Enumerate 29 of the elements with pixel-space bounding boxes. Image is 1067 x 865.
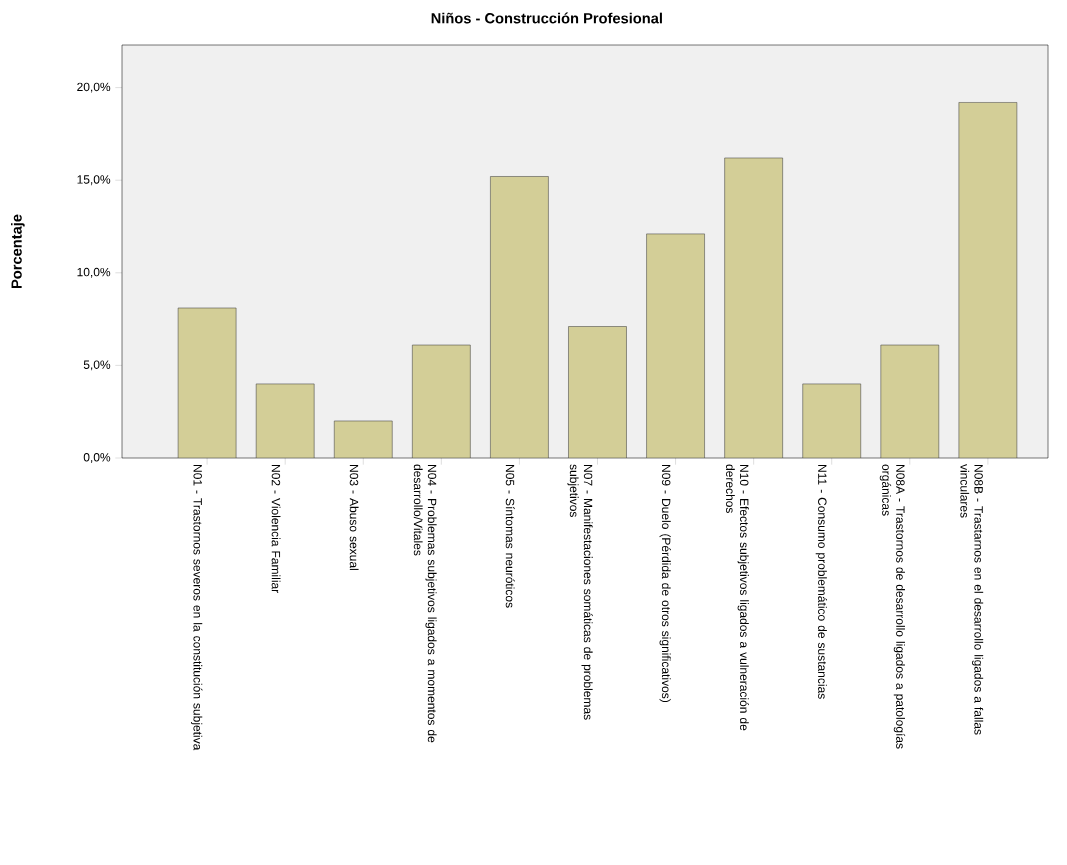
bar [802,383,861,458]
x-tick-label: N08A - Trastornos de desarrollo ligados a patologías orgánicas [879,464,906,749]
x-tick-label: N04 - Problemas subjetivos ligados a momentos de desarrollo/Vitales [413,464,437,743]
x-tick-label: N02 - Violencia Familiar [271,465,281,593]
bar [334,420,393,458]
bar [646,233,705,458]
bar [490,176,549,458]
bar [958,102,1018,458]
chart-title: Niños - Construcción Profesional [431,12,662,24]
x-tick-label: N09 - Duelo (Pérdida de otros significativos) [659,465,671,703]
x-tick-label: N05 - Síntomas neuróticos [505,465,515,608]
bar [568,326,627,458]
y-tick-label: 5,0% [83,360,111,371]
y-tick-label: 20,0% [77,82,111,93]
bar [724,157,783,458]
y-tick-label: 0,0% [83,453,111,463]
x-tick-label: N08B - Trastarnos en el desarrollo ligados a fallas vinculares [960,464,984,735]
x-tick-label: N03 - Abuso sexual [349,465,359,570]
y-tick-label: 15,0% [77,175,111,186]
x-tick-label: N07 - Manifestaciones somáticas de problemas subjetivos [567,464,593,720]
x-tick-label: N11 - Consumo problemático de sustancias [815,465,828,699]
y-tick-label: 10,0% [77,267,111,278]
bar [880,345,939,458]
x-tick-label: N01 - Trastornos severos en la constitución subjetiva [191,465,203,751]
bar [178,307,237,458]
x-tick-label: N10 - Efectos subjetivos ligados a vulneración de derechos [725,464,749,731]
bar [256,383,315,458]
bar [412,345,471,458]
y-axis-title: Porcentaje [11,214,25,289]
